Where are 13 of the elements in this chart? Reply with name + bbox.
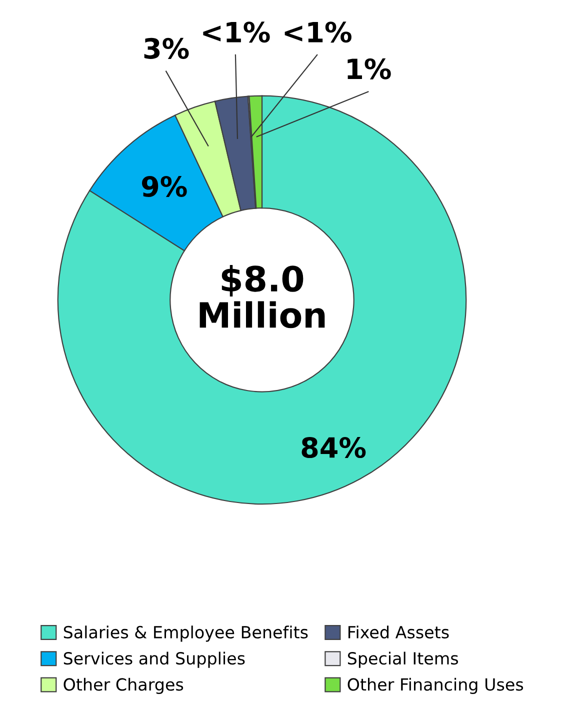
legend-label: Services and Supplies [64,652,245,668]
data-label: 3% [144,38,189,59]
text: $8.0 Million [200,264,325,328]
legend-label: Other Financing Uses [348,678,524,694]
data-label: 84% [302,437,366,458]
legend-label: Special Items [348,652,458,668]
data-label: 1% [348,58,391,80]
data-label: <1% [203,22,270,43]
data-label: 9% [142,176,187,197]
legend-label: Other Charges [64,678,184,694]
legend-label: Fixed Assets [348,626,449,639]
legend-label: Salaries & Employee Benefits [64,626,308,642]
data-label: <1% [284,22,352,43]
